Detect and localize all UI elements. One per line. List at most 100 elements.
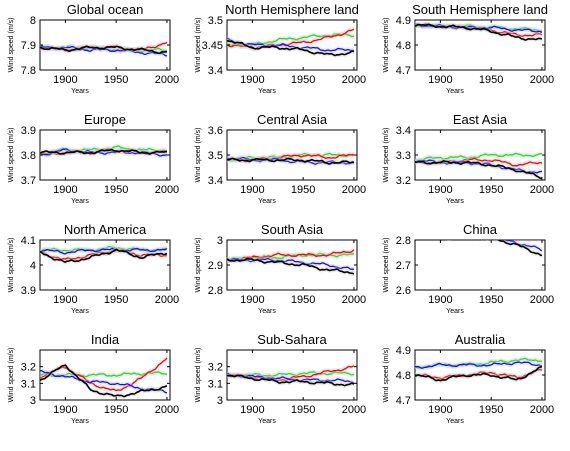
series-green	[415, 357, 542, 369]
y-axis-label: Wind speed (m/s)	[8, 238, 15, 293]
series-black	[40, 364, 168, 398]
x-tick-label: 1950	[479, 74, 503, 86]
y-tick-label: 3.9	[21, 125, 36, 137]
y-tick-label: 2.9	[208, 260, 223, 272]
series-red	[415, 368, 543, 380]
x-tick-label: 2000	[155, 184, 179, 196]
uncertainty-band	[40, 43, 167, 59]
y-tick-label: 4.7	[396, 65, 411, 77]
uncertainty-band	[40, 43, 167, 56]
x-tick-label: 1950	[104, 184, 128, 196]
panel-title: Europe	[84, 112, 126, 127]
x-tick-label: 1900	[53, 184, 77, 196]
series-green	[227, 371, 355, 378]
uncertainty-band	[40, 146, 167, 159]
x-tick-label: 1900	[53, 74, 77, 86]
x-axis-label: Years	[258, 308, 276, 315]
y-tick-label: 3.4	[396, 125, 411, 137]
y-tick-label: 3.2	[396, 175, 411, 187]
plot-area	[227, 151, 355, 167]
x-tick-label: 2000	[342, 404, 366, 416]
panel-europe: Europe 1900 1950 2000 3.7 3.8 3.9 Years Wind spe…	[8, 112, 179, 205]
x-tick-label: 1900	[240, 294, 264, 306]
y-tick-label: 4.1	[21, 235, 36, 247]
plot-area	[415, 355, 543, 384]
x-tick-label: 1950	[291, 74, 315, 86]
x-tick-label: 1900	[428, 184, 452, 196]
uncertainty-band	[40, 355, 167, 394]
series-black	[40, 248, 168, 263]
series-green	[415, 23, 543, 32]
series-black	[227, 39, 355, 57]
x-tick-label: 2000	[530, 404, 554, 416]
series-black	[227, 157, 355, 165]
panel-title: North Hemisphere land	[225, 2, 359, 17]
series-black	[415, 160, 542, 180]
x-tick-label: 2000	[530, 294, 554, 306]
uncertainty-band	[441, 240, 542, 243]
y-tick-label: 4.7	[396, 395, 411, 407]
panel-global-ocean: Global ocean 1900 1950 2000 7.8 7.9 8 Years Wind…	[8, 2, 179, 95]
series-blue	[227, 372, 355, 384]
panel-title: Central Asia	[257, 112, 328, 127]
panel-central-asia: Central Asia 1900 1950 2000 3.4 3.5 3.6 Years Wi…	[195, 112, 366, 205]
y-tick-label: 3.5	[208, 15, 223, 27]
y-tick-label: 2.8	[396, 235, 411, 247]
x-axis-label: Years	[446, 308, 464, 315]
panel-india: India 1900 1950 2000 3 3.1 3.2 Years Wind speed …	[8, 332, 179, 425]
panel-australia: Australia 1900 1950 2000 4.7 4.8 4.9 Years Wind …	[383, 332, 554, 425]
y-tick-label: 7.9	[21, 40, 36, 52]
panel-title: Global ocean	[67, 2, 144, 17]
y-tick-label: 3.4	[208, 65, 223, 77]
plot-area	[227, 363, 355, 389]
y-tick-label: 3.2	[208, 362, 223, 374]
panel-title: India	[91, 332, 120, 347]
y-axis-label: Wind speed (m/s)	[383, 348, 390, 403]
panel-title: East Asia	[453, 112, 508, 127]
plot-area	[40, 143, 168, 159]
y-tick-label: 4.8	[396, 370, 411, 382]
y-axis-label: Wind speed (m/s)	[8, 348, 15, 403]
y-tick-label: 3.5	[208, 150, 223, 162]
x-tick-label: 2000	[530, 184, 554, 196]
plot-area	[227, 26, 355, 58]
plot-area	[40, 39, 168, 59]
y-tick-label: 4	[30, 260, 36, 272]
y-tick-label: 3.7	[21, 175, 36, 187]
panel-title: Sub-Sahara	[257, 332, 327, 347]
x-axis-label: Years	[258, 198, 276, 205]
y-tick-label: 3.1	[21, 378, 36, 390]
y-axis-label: Wind speed (m/s)	[383, 128, 390, 183]
series-black	[40, 148, 167, 155]
y-tick-label: 3.6	[208, 125, 223, 137]
uncertainty-band	[40, 147, 167, 157]
panel-sub-sahara: Sub-Sahara 1900 1950 2000 3 3.1 3.2 Years Wind s…	[195, 332, 366, 425]
series-black	[227, 374, 355, 387]
y-tick-label: 3.8	[21, 150, 36, 162]
uncertainty-band	[227, 155, 354, 167]
x-tick-label: 2000	[155, 404, 179, 416]
y-tick-label: 3	[217, 395, 223, 407]
x-tick-label: 1900	[428, 294, 452, 306]
series-green	[415, 152, 543, 162]
panel-east-asia: East Asia 1900 1950 2000 3.2 3.3 3.4 Years Wind …	[383, 112, 554, 205]
x-axis-label: Years	[258, 418, 276, 425]
plot-area	[40, 244, 168, 265]
uncertainty-band	[227, 35, 354, 54]
uncertainty-band	[227, 372, 354, 389]
plot-frame	[39, 129, 171, 181]
series-blue	[40, 247, 168, 255]
x-tick-label: 1950	[104, 294, 128, 306]
y-tick-label: 3.3	[396, 150, 411, 162]
plot-frame	[39, 19, 171, 71]
x-tick-label: 2000	[155, 294, 179, 306]
series-black	[40, 45, 168, 55]
series-red	[40, 248, 168, 260]
y-axis-label: Wind speed (m/s)	[195, 348, 202, 403]
x-axis-label: Years	[71, 88, 89, 95]
y-tick-label: 4.8	[396, 40, 411, 52]
panel-south-hemisphere-land: South Hemisphere land 1900 1950 2000 4.7 4.8 4…	[383, 2, 554, 95]
x-axis-label: Years	[71, 198, 89, 205]
series-blue	[415, 361, 543, 369]
x-tick-label: 2000	[155, 74, 179, 86]
